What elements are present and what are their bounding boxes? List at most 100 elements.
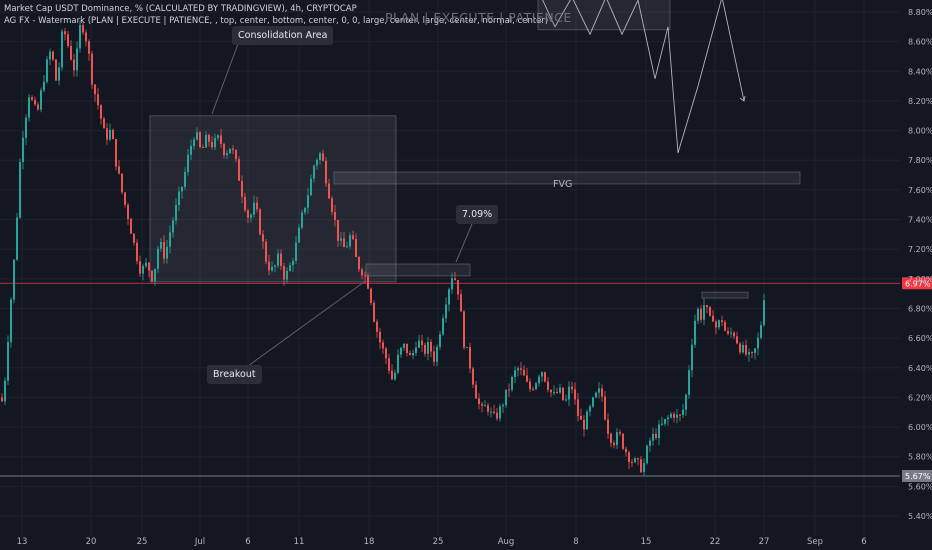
y-tick-label: 7.40% bbox=[908, 216, 932, 225]
current-price-tag bbox=[902, 277, 932, 290]
candle-body bbox=[289, 265, 291, 271]
candle-body bbox=[640, 459, 642, 473]
candle-body bbox=[511, 377, 513, 390]
candle-body bbox=[46, 59, 48, 82]
candle-body bbox=[382, 342, 384, 349]
candle-body bbox=[268, 261, 270, 271]
candle-body bbox=[463, 311, 465, 348]
x-tick-label: 8 bbox=[573, 537, 578, 547]
current-price-text: 6.97% bbox=[905, 279, 931, 288]
time-axis[interactable]: 13 20 25 Jul 6 11 18 25 Aug 8 15 22 27 Sep 6 bbox=[17, 537, 867, 547]
x-tick-label: 6 bbox=[245, 537, 250, 547]
price-axis[interactable]: 8.80% 8.60% 8.40% 8.20% 8.00% 7.80% 7.60% 7.40%… bbox=[908, 8, 932, 521]
candle-body bbox=[61, 31, 63, 68]
candle-body bbox=[244, 196, 246, 211]
breakout-leader bbox=[247, 281, 365, 367]
candle-body bbox=[133, 233, 135, 243]
candle-body bbox=[370, 288, 372, 303]
candle-body bbox=[277, 253, 279, 266]
candle-body bbox=[100, 105, 102, 119]
breakout-callout[interactable]: Breakout bbox=[207, 365, 262, 384]
candle-body bbox=[343, 238, 345, 248]
projection-path bbox=[542, 0, 746, 153]
x-tick-label: 18 bbox=[364, 537, 375, 547]
candles bbox=[1, 20, 765, 476]
candle-body bbox=[646, 445, 648, 464]
candle-body bbox=[163, 241, 165, 259]
candle-body bbox=[673, 413, 675, 418]
candle-body bbox=[706, 305, 708, 308]
candle-body bbox=[262, 234, 264, 242]
candle-body bbox=[496, 412, 498, 419]
candle-body bbox=[625, 448, 627, 453]
candle-body bbox=[505, 389, 507, 406]
y-tick-label: 7.20% bbox=[908, 245, 932, 254]
candle-body bbox=[187, 154, 189, 172]
candle-body bbox=[103, 118, 105, 129]
candle-body bbox=[34, 99, 36, 105]
consolidation-callout[interactable]: Consolidation Area bbox=[232, 26, 334, 45]
candle-body bbox=[751, 352, 753, 354]
candle-body bbox=[577, 399, 579, 416]
candle-body bbox=[73, 59, 75, 71]
candle-body bbox=[478, 398, 480, 405]
candle-body bbox=[25, 117, 27, 138]
candle-body bbox=[583, 419, 585, 430]
candle-body bbox=[43, 81, 45, 91]
candle-body bbox=[733, 332, 735, 337]
candle-body bbox=[736, 336, 738, 344]
candle-body bbox=[295, 242, 297, 261]
candle-body bbox=[37, 104, 39, 110]
candle-body bbox=[502, 405, 504, 407]
candle-body bbox=[280, 253, 282, 266]
x-tick-label: 20 bbox=[86, 537, 97, 547]
candle-body bbox=[151, 270, 153, 282]
candle-body bbox=[679, 414, 681, 416]
candle-body bbox=[526, 375, 528, 382]
y-tick-label: 6.40% bbox=[908, 364, 932, 373]
candle-body bbox=[580, 415, 582, 420]
candle-body bbox=[571, 386, 573, 390]
candle-body bbox=[199, 132, 201, 148]
candle-body bbox=[64, 31, 66, 35]
candle-body bbox=[154, 268, 156, 282]
candle-body bbox=[346, 246, 348, 248]
candle-body bbox=[457, 280, 459, 295]
candle-body bbox=[493, 411, 495, 413]
candle-body bbox=[730, 332, 732, 334]
x-tick-label: 15 bbox=[641, 537, 652, 547]
candle-body bbox=[643, 463, 645, 473]
candle-body bbox=[160, 241, 162, 249]
candle-body bbox=[319, 153, 321, 161]
candle-body bbox=[109, 129, 111, 140]
candle-body bbox=[181, 186, 183, 192]
candle-body bbox=[412, 352, 414, 356]
candle-body bbox=[469, 347, 471, 369]
percent-callout[interactable]: 7.09% bbox=[456, 205, 499, 224]
y-tick-label: 8.00% bbox=[908, 127, 932, 136]
candle-body bbox=[619, 432, 621, 434]
candle-body bbox=[607, 419, 609, 434]
candle-body bbox=[460, 294, 462, 312]
candle-body bbox=[178, 191, 180, 206]
candle-body bbox=[709, 307, 711, 316]
symbol-legend[interactable]: Market Cap USDT Dominance, % (CALCULATED… bbox=[4, 4, 357, 14]
x-tick-label: 27 bbox=[759, 537, 770, 547]
candle-body bbox=[421, 340, 423, 345]
indicator-legend[interactable]: AG FX - Watermark (PLAN | EXECUTE | PATI… bbox=[4, 16, 549, 26]
candle-body bbox=[745, 345, 747, 355]
candle-body bbox=[97, 94, 99, 106]
candle-body bbox=[55, 59, 57, 81]
candle-body bbox=[415, 347, 417, 353]
y-tick-label: 8.20% bbox=[908, 97, 932, 106]
candle-body bbox=[316, 160, 318, 166]
candle-body bbox=[211, 141, 213, 148]
candle-body bbox=[715, 321, 717, 328]
candle-body bbox=[19, 161, 21, 218]
candle-body bbox=[145, 262, 147, 267]
candle-body bbox=[703, 305, 705, 320]
candle-body bbox=[190, 146, 192, 155]
low-level-text: 5.67% bbox=[905, 472, 931, 481]
y-tick-label: 8.60% bbox=[908, 38, 932, 47]
